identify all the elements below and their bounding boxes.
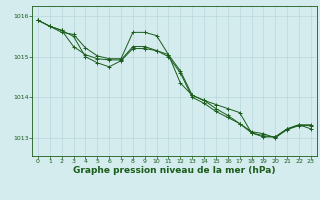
- X-axis label: Graphe pression niveau de la mer (hPa): Graphe pression niveau de la mer (hPa): [73, 166, 276, 175]
